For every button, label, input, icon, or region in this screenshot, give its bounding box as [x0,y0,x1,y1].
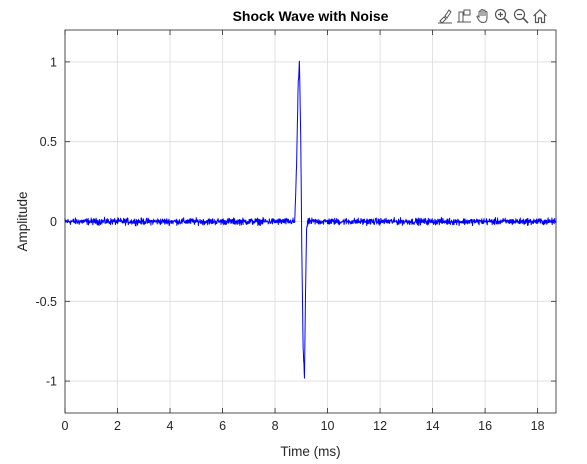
pan-hand-icon [476,8,488,24]
y-tick-label: 0 [50,215,57,229]
series-layer [64,60,557,379]
brush-button[interactable] [436,6,454,26]
zoom-in-button[interactable] [493,6,511,26]
data-tips-button[interactable] [455,6,473,26]
x-tick-label: 16 [478,419,492,433]
x-tick-label: 18 [531,419,545,433]
y-tick-label: 0.5 [40,135,57,149]
y-tick-label: 1 [50,55,57,69]
y-tick-label: -1 [46,375,57,389]
zoom-out-button[interactable] [512,6,530,26]
zoom-out-icon [513,8,529,24]
axes-toolbar [436,6,549,26]
zoom-in-icon [494,8,510,24]
brush-icon [438,9,452,24]
x-tick-label: 10 [321,419,335,433]
x-tick-label: 12 [373,419,387,433]
series-line-0 [64,60,557,379]
data-tips-icon [457,9,471,23]
x-tick-label: 0 [62,419,69,433]
x-tick-label: 4 [167,419,174,433]
pan-button[interactable] [474,6,492,26]
x-tick-label: 14 [426,419,440,433]
ticks: 0 2 4 6 8 10 12 14 16 18 -1 -0.5 0 0.5 1 [35,30,556,433]
chart-title: Shock Wave with Noise [233,8,389,24]
x-tick-label: 2 [114,419,121,433]
x-axis-label: Time (ms) [280,444,340,459]
x-tick-label: 6 [219,419,226,433]
y-tick-label: -0.5 [35,295,57,309]
home-button[interactable] [531,6,549,26]
y-axis-label: Amplitude [15,191,30,251]
home-icon [533,8,547,24]
x-tick-label: 8 [272,419,279,433]
